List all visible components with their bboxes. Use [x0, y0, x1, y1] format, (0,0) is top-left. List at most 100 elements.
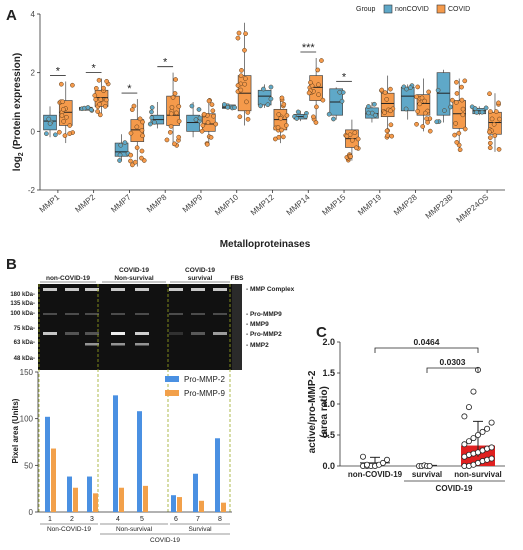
gel-group-covid-s-2: survival: [188, 275, 213, 282]
data-point: [422, 110, 428, 116]
data-point: [497, 116, 502, 122]
gel-band-pro-mmp2: [111, 332, 125, 335]
chart-b-xtick-label: 7: [196, 516, 200, 523]
data-point: [232, 105, 237, 110]
gel-band-complex: [111, 288, 125, 291]
chart-b-ytick-label: 100: [20, 415, 34, 424]
data-point: [167, 129, 173, 135]
data-point: [205, 120, 211, 125]
gel-band-complex: [213, 288, 227, 291]
data-point: [295, 109, 301, 115]
panel-a-letter: A: [6, 7, 17, 24]
data-point: [204, 141, 210, 147]
data-point: [460, 106, 466, 112]
gel-group-fbs: FBS: [231, 275, 245, 282]
legend-label-covid: COVID: [448, 6, 470, 13]
data-point: [140, 133, 145, 139]
data-point: [47, 121, 53, 126]
data-point: [122, 140, 128, 145]
chart-a-xtick-label: MMP2: [73, 192, 97, 214]
legend-swatch-covid: [436, 4, 446, 14]
data-point: [149, 105, 155, 110]
data-point: [389, 133, 395, 139]
data-point: [489, 116, 495, 122]
chart-a-ytick-label: 4: [31, 10, 36, 19]
data-point: [272, 136, 278, 142]
data-point: [176, 134, 182, 140]
gel-band-complex: [191, 288, 205, 291]
gel-marker-label: 75 kDa-: [14, 326, 35, 332]
data-point: [491, 121, 497, 127]
data-point: [59, 81, 64, 87]
chart-b-legend-label: Pro-MMP-9: [184, 389, 225, 398]
chart-c-ylabel-2: (area ratio): [319, 386, 330, 438]
data-point: [134, 124, 140, 130]
data-point: [279, 127, 284, 133]
data-point: [130, 162, 135, 168]
chart-c-pvalue: 0.0464: [414, 337, 440, 347]
gel-band-pro-mmp2: [191, 332, 205, 335]
chart-c-point: [359, 453, 366, 460]
gel-band-label: - MMP2: [246, 342, 269, 349]
data-point: [419, 95, 425, 101]
chart-c-point: [465, 438, 472, 445]
chart-b-xtick-label: 3: [90, 516, 94, 523]
chart-c-ytick-label: 0.5: [322, 430, 335, 440]
chart-a-ytick-label: -2: [28, 186, 36, 195]
data-point: [422, 98, 428, 104]
chart-c-point: [479, 428, 486, 435]
data-point: [472, 106, 478, 111]
gel-band-pro-mmp9: [65, 313, 79, 315]
data-point: [237, 114, 243, 120]
chart-c-xtick-label: non-survival: [454, 470, 502, 479]
data-point: [128, 152, 134, 158]
data-point: [279, 95, 285, 101]
data-point: [44, 131, 49, 136]
chart-b-super-label: COVID-19: [150, 537, 180, 544]
data-point: [137, 116, 143, 122]
data-point: [147, 121, 153, 127]
chart-b-ytick-label: 50: [24, 461, 33, 470]
significance-label: *: [127, 83, 132, 95]
gel-band-pro-mmp2: [135, 332, 149, 335]
data-point: [104, 78, 109, 84]
data-point: [149, 109, 154, 115]
data-point: [92, 93, 98, 98]
data-point: [169, 104, 175, 110]
bar-pro-mmp9: [93, 493, 98, 512]
data-point: [442, 108, 447, 113]
data-point: [459, 84, 464, 90]
bar-pro-mmp9: [119, 487, 124, 512]
gel-band-pro-mmp2: [169, 332, 183, 335]
data-point: [117, 158, 122, 163]
chart-a-xtick-label: MMP1: [38, 192, 62, 214]
data-point: [385, 133, 390, 138]
data-point: [355, 136, 361, 142]
chart-c-point: [470, 388, 477, 395]
chart-b-xtick-label: 8: [218, 516, 222, 523]
data-point: [57, 129, 62, 135]
bar-pro-mmp9: [199, 500, 204, 512]
chart-c-point: [474, 431, 481, 438]
data-point: [424, 116, 429, 122]
gel-marker-label: 180 kDa-: [10, 292, 35, 298]
chart-c-point: [383, 456, 390, 463]
data-point: [435, 87, 441, 93]
gel-band-mmp2: [85, 343, 99, 346]
data-point: [348, 154, 354, 159]
data-point: [139, 148, 145, 154]
data-point: [350, 137, 355, 143]
chart-a-xtick-label: MMP8: [145, 192, 169, 214]
data-point: [420, 124, 426, 129]
data-point: [382, 90, 388, 95]
box-body: [436, 72, 451, 116]
chart-b-ytick-label: 150: [20, 368, 34, 377]
bar-pro-mmp2: [45, 416, 50, 512]
chart-a-ytick-label: 2: [31, 69, 36, 78]
chart-a-xtick-label: MMP19: [356, 192, 383, 217]
data-point: [404, 86, 409, 92]
chart-b-group-label: Survival: [188, 526, 212, 533]
data-point: [172, 91, 178, 96]
data-point: [460, 112, 466, 118]
